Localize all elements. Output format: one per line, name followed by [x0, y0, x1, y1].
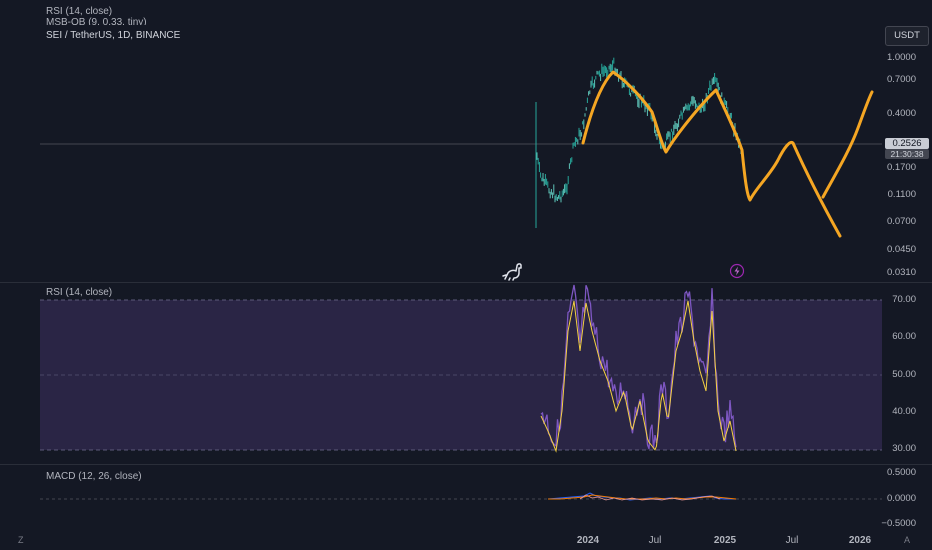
macd-axis-label: 0.0000: [886, 493, 916, 504]
macd-pane[interactable]: MACD (12, 26, close) 0.5000 0.0000 −0.50…: [0, 464, 932, 531]
price-chart-svg[interactable]: [0, 0, 932, 282]
symbol-title[interactable]: SEI / TetherUS, 1D, BINANCE: [46, 30, 181, 41]
rsi-title[interactable]: RSI (14, close): [46, 287, 113, 298]
time-axis-label: Jul: [648, 535, 662, 546]
rsi-chart-svg[interactable]: [0, 283, 932, 465]
price-axis-label: 0.7000: [886, 74, 916, 85]
price-pane[interactable]: RSI (14, close) MSB-OB (9, 0.33, tiny) S…: [0, 0, 932, 282]
overlay-msb-label[interactable]: MSB-OB (9, 0.33, tiny): [46, 17, 147, 25]
rsi-axis-label: 40.00: [892, 406, 916, 417]
drawn-forecast-line-2[interactable]: [821, 90, 874, 199]
price-axis-label: 0.1700: [886, 162, 916, 173]
price-candles: [535, 57, 742, 228]
currency-button[interactable]: USDT: [885, 26, 929, 46]
macd-title[interactable]: MACD (12, 26, close): [46, 471, 142, 482]
time-axis-label: 2025: [713, 535, 737, 546]
dino-icon[interactable]: [502, 261, 524, 281]
bar-countdown: 21:30:38: [885, 149, 929, 159]
timezone-button[interactable]: Z: [18, 535, 24, 545]
auto-scale-button[interactable]: A: [904, 535, 911, 545]
time-axis[interactable]: 2024 Jul 2025 Jul 2026: [0, 530, 932, 550]
price-axis-label: 0.1100: [887, 189, 916, 200]
lightning-icon[interactable]: [729, 263, 745, 279]
time-axis-label: Jul: [785, 535, 799, 546]
current-price-tag: 0.2526: [885, 138, 929, 149]
rsi-axis-label: 30.00: [892, 443, 916, 454]
rsi-axis-label: 70.00: [892, 294, 916, 305]
macd-histogram: [579, 494, 721, 501]
macd-axis-label: 0.5000: [886, 467, 916, 478]
rsi-axis-label: 60.00: [892, 331, 916, 342]
price-axis-label: 0.0700: [886, 216, 916, 227]
macd-axis-label: −0.5000: [881, 518, 916, 529]
rsi-pane[interactable]: RSI (14, close) 70.00 60.00 50.00 40.00 …: [0, 282, 932, 465]
rsi-ma-line: [540, 300, 737, 453]
drawn-forecast-line[interactable]: [581, 70, 842, 238]
time-axis-label: 2024: [576, 535, 600, 546]
price-axis-label: 0.0450: [886, 244, 916, 255]
price-axis-label: 0.4000: [886, 108, 916, 119]
price-axis-label: 0.0310: [886, 267, 916, 278]
time-axis-label: 2026: [848, 535, 872, 546]
overlay-rsi-label[interactable]: RSI (14, close): [46, 6, 113, 17]
macd-chart-svg[interactable]: [0, 465, 932, 531]
price-axis-label: 1.0000: [886, 52, 916, 63]
rsi-axis-label: 50.00: [892, 369, 916, 380]
